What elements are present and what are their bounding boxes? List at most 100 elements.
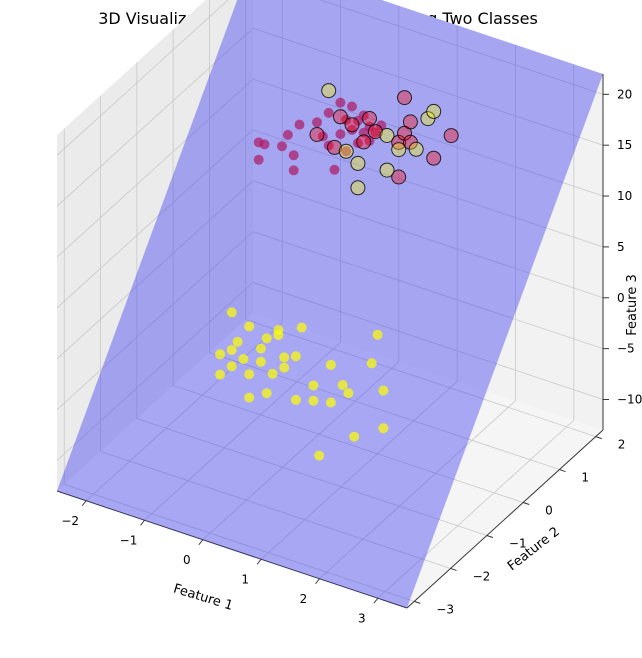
data-point [323,140,334,151]
data-point [261,333,272,344]
floor-pane [57,313,603,608]
data-point [244,321,255,332]
grid-line-y [209,352,560,470]
grid-line-z [56,282,254,461]
data-point [296,322,307,333]
y-tick-mark [486,535,494,538]
grid-line-z [252,78,604,197]
grid-line-y [173,385,524,503]
z-tick-label: −5 [617,342,635,356]
grid-line-y [64,484,415,602]
data-point [372,329,383,340]
data-point [335,129,346,140]
x-tick-mark [315,578,320,585]
grid-line-x [319,400,516,580]
grid-line-x [85,322,283,502]
data-point [282,129,293,140]
y-tick-mark [595,436,602,440]
data-point [215,369,226,380]
support-vector-point [379,128,395,143]
points-back [253,97,387,176]
grid-line-z [56,231,254,410]
data-point [378,385,389,396]
data-point [288,150,299,161]
z-axis-label: Feature 3 [625,274,640,336]
data-point [312,117,322,128]
data-point [308,395,319,406]
y-tick-label: −1 [509,537,527,551]
x-tick-mark [140,519,145,526]
x-axis-line [56,490,408,609]
y-tick-mark [559,469,566,473]
y-tick-mark [414,600,421,604]
data-point [364,135,375,146]
grid-line-y [136,418,487,536]
data-point [244,369,255,380]
grid-lines [56,0,604,602]
data-point [288,165,299,176]
x-tick-mark [256,558,262,565]
support-vector-point [338,143,354,159]
data-point [226,345,237,355]
x-tick-label: −1 [120,533,138,547]
z-tick-label: 5 [617,240,625,254]
y-tick-label: 0 [545,504,553,518]
x-axis-label: Feature 1 [171,581,234,613]
data-point [226,361,237,372]
support-vector-point [379,162,395,178]
x-tick-label: 3 [358,611,366,625]
data-point [294,119,305,130]
data-point [261,388,272,399]
grid-line-z [252,180,604,299]
data-point [259,139,270,150]
data-point [378,423,389,434]
support-vector-point [321,83,337,99]
data-point [347,101,357,112]
y-tick-mark [522,502,530,505]
y-axis-line [406,429,604,609]
z-tick-label: 10 [617,189,632,203]
grid-line-z [252,282,604,400]
points-front [215,83,459,461]
grid-line-y [245,319,596,437]
data-point [370,127,381,138]
grid-line-z [252,231,604,350]
z-tick-label: 15 [617,138,632,152]
data-point [232,336,243,347]
grid-line-x [144,341,341,521]
hyperplane-surface [57,0,603,608]
support-vector-point [356,134,372,150]
data-point [253,154,264,165]
data-point [329,164,340,175]
y-tick-label: −3 [436,602,454,616]
data-point [325,359,336,370]
data-point [273,325,284,335]
grid-line-z [319,0,604,95]
left-pane [57,0,253,491]
z-tick-label: 0 [617,291,625,305]
support-vector-point [408,141,424,157]
support-vector-point [397,90,412,106]
hyperplane [57,0,603,608]
data-point [347,124,357,135]
support-vector-point [362,111,377,126]
data-point [255,343,266,354]
x-tick-label: −2 [61,514,79,528]
data-point [343,388,354,399]
support-vector-point [443,128,459,144]
x-tick-mark [81,500,87,507]
data-point [341,146,352,157]
support-vector-point [402,114,418,130]
support-vector-point [327,139,342,155]
support-vector-point [350,180,366,196]
data-point [238,354,249,364]
axis-lines [56,74,604,609]
data-point [317,131,328,142]
support-vector-point [426,150,442,166]
support-vector-point [309,127,325,142]
data-point [244,392,255,403]
data-point [215,349,226,360]
support-vector-point [350,155,366,171]
y-tick-label: 1 [581,471,589,485]
